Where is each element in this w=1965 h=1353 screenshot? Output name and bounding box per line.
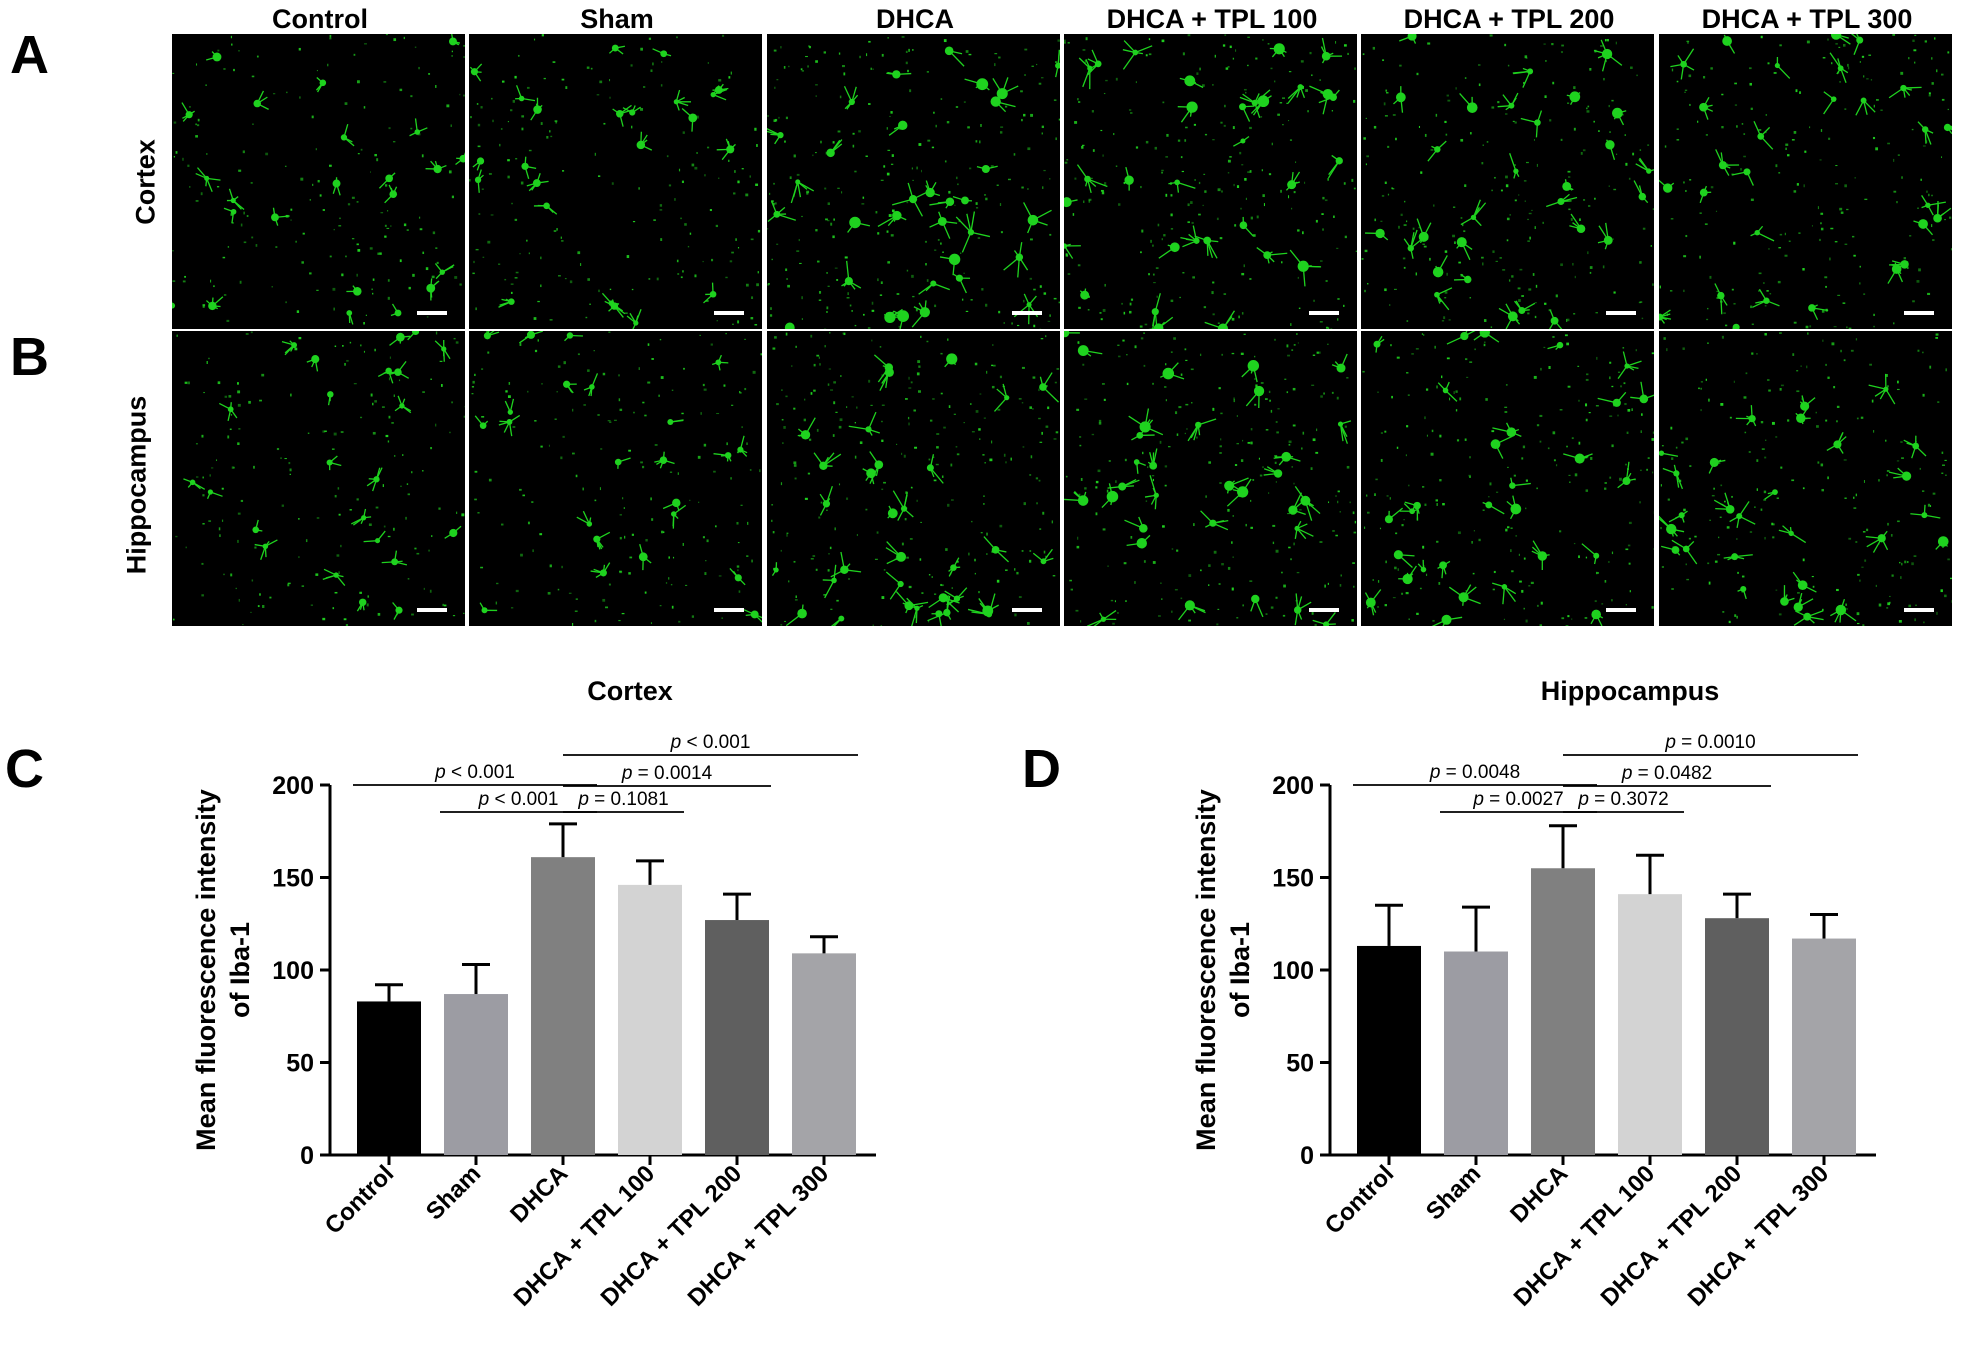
scale-bar bbox=[1012, 311, 1042, 315]
p-value-label: p = 0.0482 bbox=[1621, 763, 1712, 784]
p-value-label: p = 0.1081 bbox=[577, 789, 668, 810]
x-tick-label: Control bbox=[1320, 1160, 1399, 1239]
panel-letter-a: A bbox=[10, 25, 49, 85]
scale-bar bbox=[417, 608, 447, 612]
bar-6 bbox=[792, 953, 856, 1155]
panel-letter-b: B bbox=[10, 327, 49, 387]
p-value-label: p < 0.001 bbox=[670, 732, 751, 753]
bar-3 bbox=[1531, 868, 1595, 1155]
y-tick-label: 200 bbox=[272, 772, 314, 800]
y-tick-label: 200 bbox=[1272, 772, 1314, 800]
x-tick-label: Sham bbox=[1421, 1160, 1486, 1225]
x-tick-label: Sham bbox=[421, 1160, 486, 1225]
y-axis-label: Mean fluorescence intensity of Iba-1 bbox=[1191, 789, 1255, 1151]
scale-bar bbox=[1309, 608, 1339, 612]
y-tick-label: 100 bbox=[1272, 957, 1314, 985]
y-axis-label: Mean fluorescence intensity of Iba-1 bbox=[191, 789, 255, 1151]
scale-bar bbox=[1904, 608, 1934, 612]
scale-bar bbox=[1012, 608, 1042, 612]
scale-bar bbox=[1606, 311, 1636, 315]
p-value-label: p = 0.0010 bbox=[1664, 732, 1755, 753]
column-header-dhca-tpl-300: DHCA + TPL 300 bbox=[1701, 4, 1913, 34]
bar-6 bbox=[1792, 938, 1856, 1155]
cortex-bar-chart: Cortex Mean fluorescence intensity of Iba-… bbox=[191, 676, 876, 1312]
y-tick-label: 0 bbox=[1300, 1142, 1314, 1170]
p-value-label: p = 0.3072 bbox=[1577, 789, 1668, 810]
scale-bar bbox=[1309, 311, 1339, 315]
y-tick-label: 150 bbox=[1272, 865, 1314, 893]
scale-bar bbox=[1606, 608, 1636, 612]
p-value-label: p = 0.0014 bbox=[621, 763, 713, 784]
micrograph-cortex-4 bbox=[1064, 34, 1357, 329]
column-header-dhca-tpl-100: DHCA + TPL 100 bbox=[1106, 4, 1318, 34]
bar-4 bbox=[1618, 894, 1682, 1155]
p-value-label: p = 0.0027 bbox=[1472, 789, 1563, 810]
micrograph-cortex-1 bbox=[172, 34, 465, 329]
micrograph-hippocampus-2 bbox=[469, 331, 762, 626]
panel-letter-c: C bbox=[5, 739, 44, 799]
y-tick-label: 100 bbox=[272, 957, 314, 985]
chart-title: Hippocampus bbox=[1541, 676, 1720, 706]
bar-2 bbox=[1444, 951, 1508, 1155]
scale-bar bbox=[714, 608, 744, 612]
micrograph-hippocampus-5 bbox=[1361, 331, 1654, 626]
bar-3 bbox=[531, 857, 595, 1155]
micrograph-cortex-2 bbox=[469, 34, 762, 329]
micrograph-hippocampus-4 bbox=[1064, 331, 1357, 626]
y-tick-label: 0 bbox=[300, 1142, 314, 1170]
y-tick-label: 150 bbox=[272, 865, 314, 893]
y-tick-label: 50 bbox=[1286, 1050, 1314, 1078]
row-label-hippocampus: Hippocampus bbox=[121, 395, 152, 575]
micrograph-cortex-3 bbox=[767, 34, 1060, 329]
bar-5 bbox=[705, 920, 769, 1155]
p-value-label: p = 0.0048 bbox=[1429, 762, 1520, 783]
y-tick-label: 50 bbox=[286, 1050, 314, 1078]
row-label-cortex: Cortex bbox=[130, 139, 161, 225]
column-header-dhca-tpl-200: DHCA + TPL 200 bbox=[1403, 4, 1615, 34]
hippocampus-bar-chart: Hippocampus Mean fluorescence intensity of… bbox=[1191, 676, 1876, 1312]
micrograph-hippocampus-1 bbox=[172, 331, 465, 626]
bar-2 bbox=[444, 994, 508, 1155]
column-header-dhca: DHCA bbox=[876, 4, 954, 34]
bar-1 bbox=[1357, 945, 1421, 1155]
scale-bar bbox=[1904, 311, 1934, 315]
micrograph-hippocampus-6 bbox=[1659, 331, 1952, 626]
scale-bar bbox=[714, 311, 744, 315]
column-header-control: Control bbox=[272, 4, 368, 34]
micrograph-hippocampus-3 bbox=[767, 331, 1060, 626]
x-tick-label: DHCA bbox=[1505, 1160, 1573, 1228]
x-tick-label: DHCA bbox=[505, 1160, 573, 1228]
chart-title: Cortex bbox=[587, 676, 673, 706]
scale-bar bbox=[417, 311, 447, 315]
p-value-label: p < 0.001 bbox=[434, 762, 515, 783]
column-header-sham: Sham bbox=[580, 4, 654, 34]
panel-letter-d: D bbox=[1022, 739, 1061, 799]
bar-1 bbox=[357, 1001, 421, 1155]
p-value-label: p < 0.001 bbox=[478, 789, 559, 810]
bar-5 bbox=[1705, 918, 1769, 1155]
x-tick-label: Control bbox=[320, 1160, 399, 1239]
micrograph-cortex-5 bbox=[1361, 34, 1654, 329]
micrograph-cortex-6 bbox=[1659, 34, 1952, 329]
bar-4 bbox=[618, 884, 682, 1155]
